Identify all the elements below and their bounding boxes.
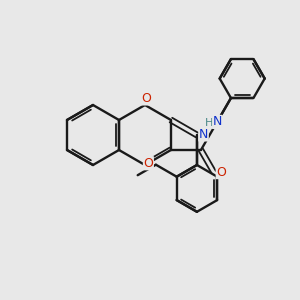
Text: O: O (142, 92, 152, 105)
Text: O: O (143, 157, 153, 170)
Text: N: N (199, 128, 208, 141)
Text: H: H (205, 118, 214, 128)
Text: N: N (213, 116, 222, 128)
Text: O: O (216, 166, 226, 178)
